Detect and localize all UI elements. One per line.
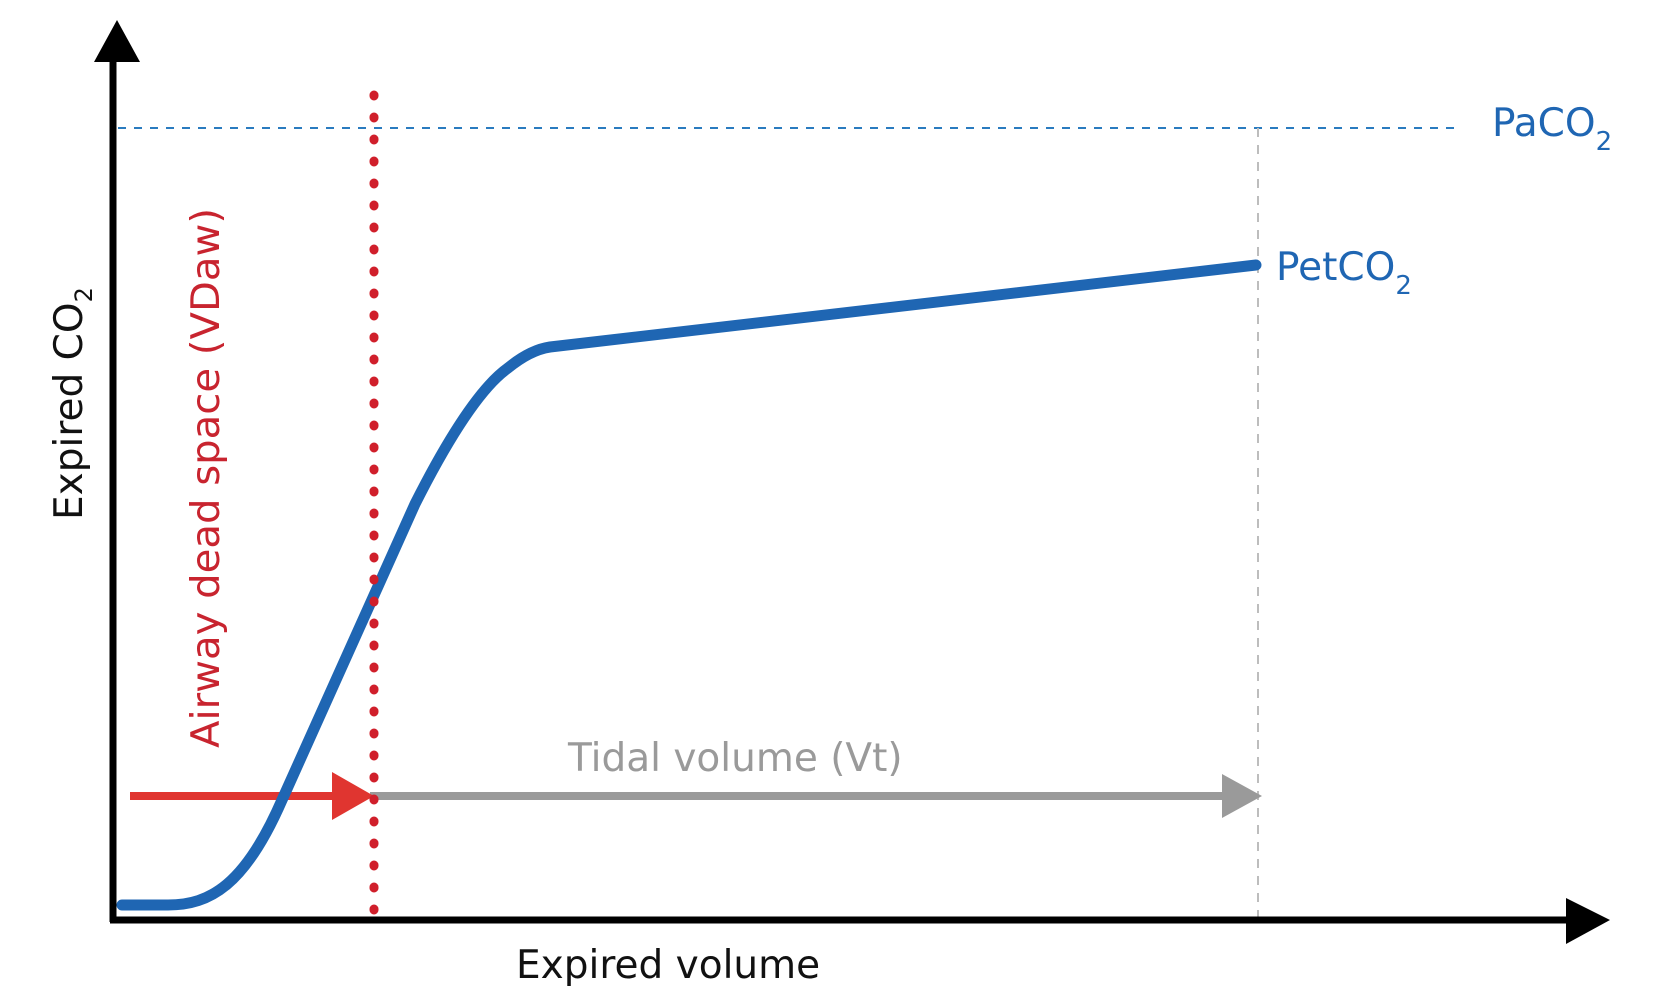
- paco2-label: PaCO2: [1492, 101, 1612, 157]
- co2-curve: [116, 259, 1262, 911]
- dead-space-label: Airway dead space (VDaw): [184, 208, 229, 748]
- tidal-volume-label: Tidal volume (Vt): [567, 736, 903, 781]
- paco2-label-subscript: 2: [1596, 127, 1613, 157]
- tidal-volume-arrow: [370, 774, 1262, 818]
- y-axis-label-subscript: 2: [70, 287, 98, 302]
- dead-space-arrow: [130, 772, 374, 820]
- x-axis-label: Expired volume: [516, 943, 820, 988]
- petco2-label-subscript: 2: [1395, 271, 1412, 301]
- petco2-label: PetCO2: [1276, 245, 1412, 301]
- y-axis: [94, 20, 140, 922]
- y-axis-label: Expired CO2: [47, 287, 98, 520]
- x-axis: [110, 898, 1610, 944]
